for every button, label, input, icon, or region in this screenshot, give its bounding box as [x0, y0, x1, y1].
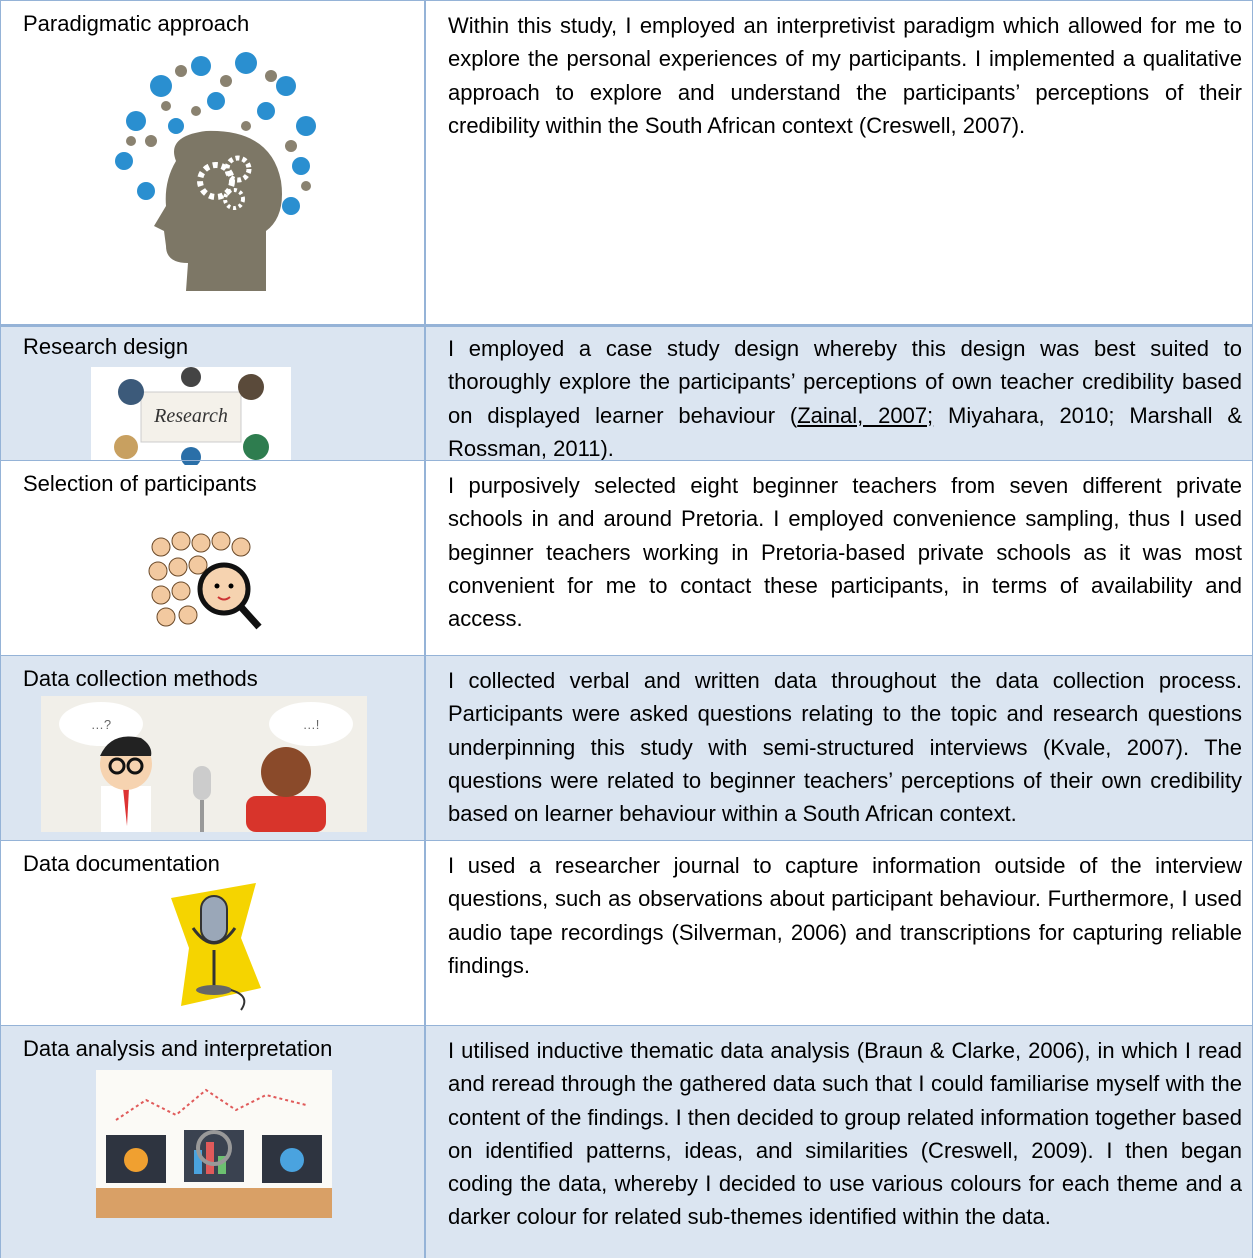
row-label: Research design	[23, 334, 189, 359]
row-label: Data collection methods	[23, 666, 258, 691]
description-text: I employed a case study design whereby t…	[448, 336, 1242, 428]
illustration: …? …!	[41, 696, 367, 832]
table-row: Research design Research I employed a ca…	[1, 324, 1252, 465]
row-label: Paradigmatic approach	[23, 11, 250, 36]
description: I employed a case study design whereby t…	[448, 332, 1242, 465]
label-cell: Data collection methods …? …!	[1, 656, 426, 840]
description: I utilised inductive thematic data analy…	[448, 1034, 1242, 1234]
svg-text:Research: Research	[153, 405, 228, 427]
label-cell: Research design Research	[1, 327, 426, 465]
illustration	[171, 883, 261, 1011]
illustration	[115, 52, 316, 291]
citation-link[interactable]: Zainal, 2007;	[797, 402, 934, 428]
description-text: Miyahara, 2010; Marshall & Rossman, 2011…	[448, 402, 1242, 461]
description: I collected verbal and written data thro…	[448, 664, 1242, 830]
description-text: I purposively selected eight beginner te…	[448, 473, 1242, 632]
table-row: Data analysis and interpretation I utili…	[1, 1025, 1252, 1258]
illustration	[148, 531, 262, 630]
label-cell: Paradigmatic approach	[1, 1, 426, 325]
description-text: I used a researcher journal to capture i…	[448, 853, 1242, 978]
table-row: Data collection methods …? …! I collecte…	[1, 655, 1252, 840]
label-cell: Selection of participants	[1, 461, 426, 655]
row-label: Data documentation	[23, 851, 220, 876]
illustration: Research	[91, 367, 291, 465]
svg-text:…!: …!	[303, 717, 320, 732]
table-row: Data documentation I used a researcher j…	[1, 840, 1252, 1025]
description: I used a researcher journal to capture i…	[448, 849, 1242, 982]
description-text: Within this study, I employed an interpr…	[448, 13, 1242, 138]
table-row: Paradigmatic approach Within this study,…	[1, 0, 1252, 325]
label-cell: Data documentation	[1, 841, 426, 1025]
description-text: I utilised inductive thematic data analy…	[448, 1038, 1242, 1230]
label-cell: Data analysis and interpretation	[1, 1026, 426, 1258]
description: I purposively selected eight beginner te…	[448, 469, 1242, 635]
row-label: Selection of participants	[23, 471, 257, 496]
description-text: I collected verbal and written data thro…	[448, 668, 1242, 827]
table-row: Selection of participants I purposively …	[1, 460, 1252, 655]
illustration	[96, 1070, 332, 1218]
description: Within this study, I employed an interpr…	[448, 9, 1242, 142]
svg-text:…?: …?	[91, 717, 111, 732]
row-label: Data analysis and interpretation	[23, 1036, 333, 1061]
